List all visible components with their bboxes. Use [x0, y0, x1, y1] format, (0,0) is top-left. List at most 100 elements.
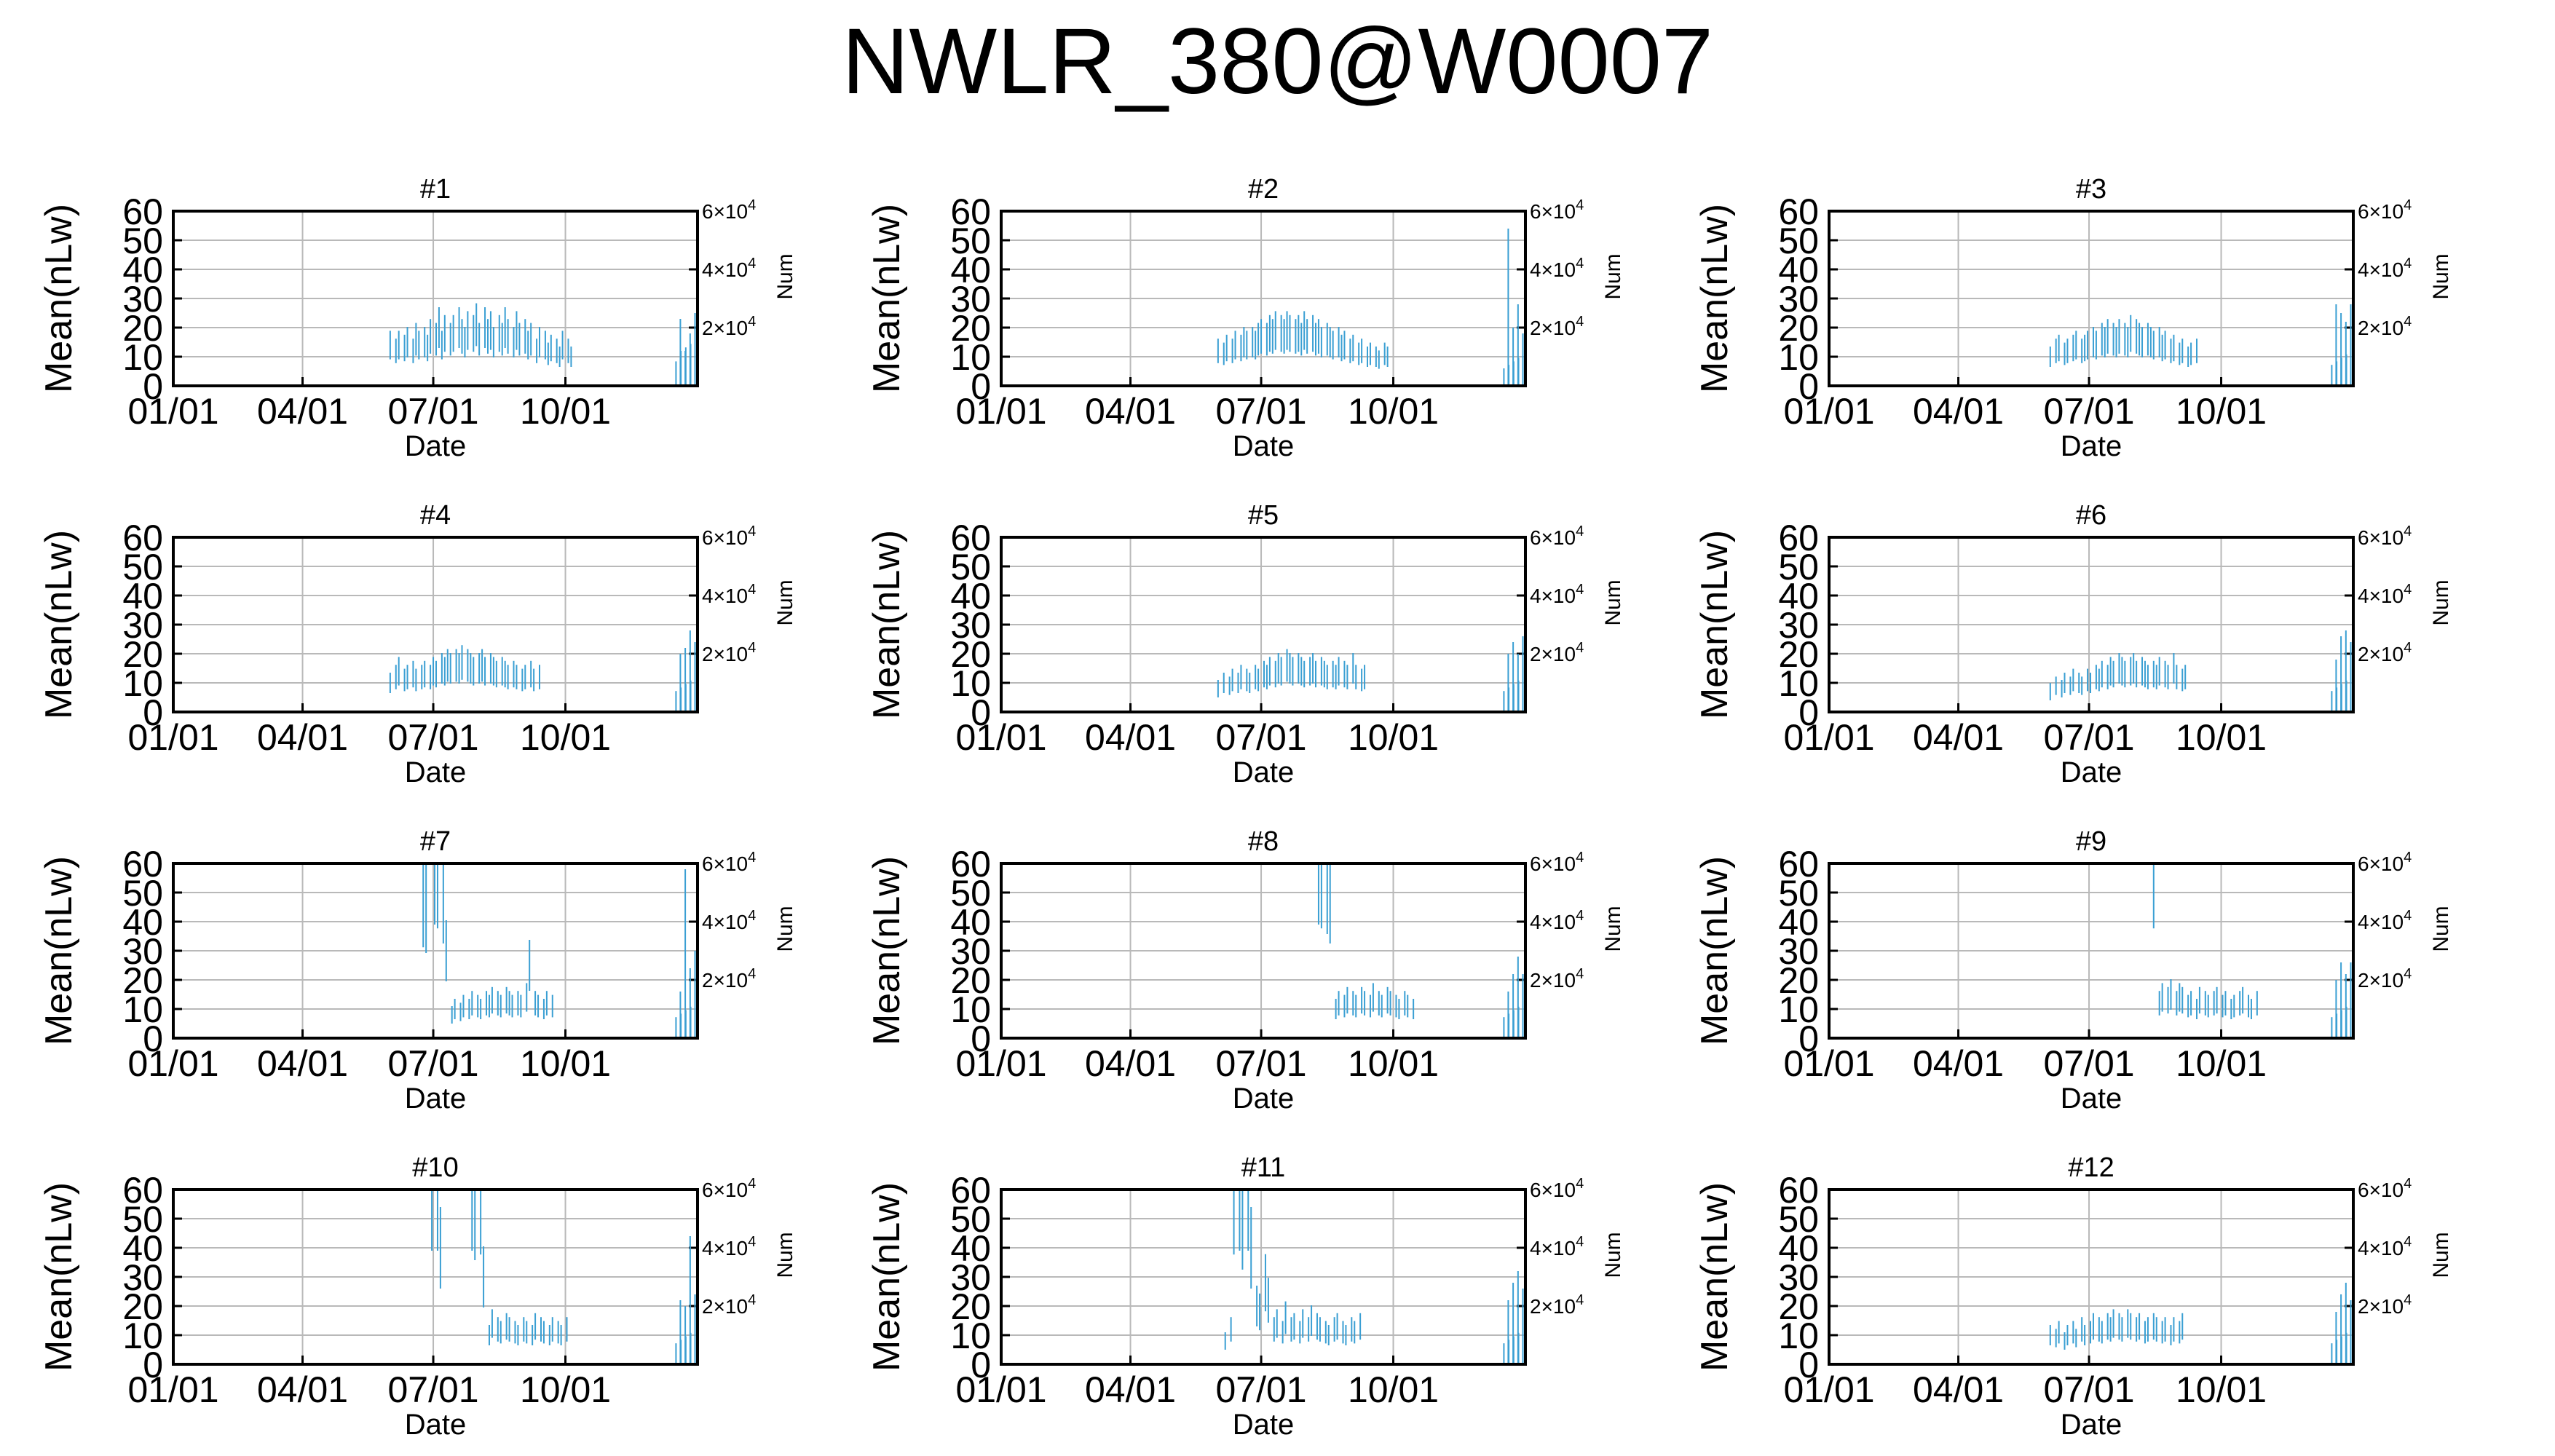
y2-tick-label: 2×104 [1530, 1292, 1584, 1318]
y-tick-label: 40 [950, 250, 991, 290]
y-tick-label: 60 [1778, 1170, 1819, 1211]
x-axis-label: Date [1233, 1409, 1295, 1441]
x-tick-label: 04/01 [1085, 1369, 1176, 1410]
y2-tick-label: 2×104 [1530, 640, 1584, 665]
subplot-title: #5 [1248, 500, 1279, 531]
y-tick-label: 10 [122, 989, 163, 1030]
plot-frame [1828, 1188, 2355, 1366]
y-tick-label: 30 [1778, 931, 1819, 972]
y-tick-label: 30 [122, 605, 163, 646]
subplot-title: #4 [420, 500, 451, 531]
y-tick-label: 60 [1778, 518, 1819, 558]
y2-tick-label: 6×104 [2358, 1176, 2412, 1201]
y-tick-label: 10 [950, 663, 991, 704]
y2-tick-label: 2×104 [702, 966, 756, 992]
x-axis-label: Date [2061, 430, 2122, 462]
y-tick-label: 10 [950, 989, 991, 1030]
x-tick-label: 04/01 [1913, 1043, 2004, 1084]
x-tick-label: 10/01 [2176, 1369, 2267, 1410]
y2-axis-label: Num [2429, 1232, 2453, 1278]
x-tick-label: 10/01 [2176, 391, 2267, 432]
y2-tick-label: 2×104 [2358, 640, 2412, 665]
x-tick-label: 01/01 [955, 1043, 1046, 1084]
y-tick-label: 30 [122, 279, 163, 320]
y-axis-label: Mean(nLw) [1694, 530, 1736, 719]
y2-tick-label: 4×104 [2358, 1234, 2412, 1259]
y-tick-label: 20 [1778, 960, 1819, 1001]
y-tick-label: 50 [122, 547, 163, 587]
x-tick-label: 10/01 [520, 1043, 611, 1084]
y2-axis-label: Num [773, 1232, 797, 1278]
y2-tick-label: 6×104 [702, 197, 756, 223]
plot-frame [1000, 1188, 1527, 1366]
y-tick-label: 20 [122, 308, 163, 349]
y-tick-label: 30 [122, 1257, 163, 1298]
plot-frame [1000, 210, 1527, 387]
y-tick-label: 10 [122, 337, 163, 378]
y-axis-label: Mean(nLw) [1694, 204, 1736, 393]
y-tick-label: 40 [122, 902, 163, 943]
y-tick-label: 40 [1778, 1228, 1819, 1269]
y-tick-label: 30 [950, 931, 991, 972]
x-axis-label: Date [405, 756, 467, 788]
subplot-title: #11 [1241, 1152, 1286, 1183]
y-axis-label: Mean(nLw) [866, 856, 908, 1045]
plot-frame [172, 536, 699, 713]
y2-axis-label: Num [1601, 253, 1625, 299]
y-tick-label: 0 [971, 1345, 991, 1385]
y2-tick-label: 2×104 [702, 1292, 756, 1318]
x-tick-label: 10/01 [1348, 391, 1439, 432]
y-tick-label: 60 [1778, 191, 1819, 232]
y-tick-label: 40 [122, 576, 163, 617]
y-tick-label: 10 [1778, 989, 1819, 1030]
x-axis-label: Date [1233, 1083, 1295, 1115]
subplot-title: #12 [2068, 1152, 2114, 1183]
y-axis-label: Mean(nLw) [38, 204, 80, 393]
y-tick-label: 50 [122, 221, 163, 261]
x-tick-label: 04/01 [1913, 391, 2004, 432]
y-tick-label: 0 [1798, 692, 1819, 733]
x-tick-label: 07/01 [1215, 717, 1306, 758]
y-tick-label: 50 [1778, 547, 1819, 587]
y-tick-label: 0 [1798, 1018, 1819, 1059]
y-tick-label: 20 [122, 960, 163, 1001]
y-tick-label: 60 [950, 844, 991, 885]
subplot-title: #2 [1248, 174, 1279, 205]
y2-tick-label: 6×104 [2358, 850, 2412, 875]
y-tick-label: 20 [950, 1286, 991, 1327]
y2-tick-label: 2×104 [2358, 1292, 2412, 1318]
y-tick-label: 0 [143, 692, 163, 733]
x-tick-label: 01/01 [955, 1369, 1046, 1410]
x-axis-label: Date [2061, 1409, 2122, 1441]
y-tick-label: 50 [950, 873, 991, 914]
y-tick-label: 30 [1778, 605, 1819, 646]
plot-frame [1828, 536, 2355, 713]
x-axis-label: Date [1233, 756, 1295, 788]
y-axis-label: Mean(nLw) [1694, 1182, 1736, 1372]
y-axis-label: Mean(nLw) [38, 1182, 80, 1372]
x-tick-label: 04/01 [1085, 717, 1176, 758]
y2-axis-label: Num [2429, 906, 2453, 951]
y-tick-label: 0 [971, 366, 991, 407]
y-tick-label: 60 [122, 518, 163, 558]
y-axis-label: Mean(nLw) [38, 530, 80, 719]
x-tick-label: 07/01 [1215, 1369, 1306, 1410]
y-tick-label: 0 [971, 692, 991, 733]
y-tick-label: 10 [1778, 337, 1819, 378]
y-tick-label: 0 [143, 1018, 163, 1059]
y2-axis-label: Num [1601, 579, 1625, 625]
x-tick-label: 07/01 [387, 391, 478, 432]
y-tick-label: 40 [950, 576, 991, 617]
y-tick-label: 50 [122, 873, 163, 914]
y-tick-label: 60 [950, 191, 991, 232]
y-tick-label: 10 [1778, 1315, 1819, 1356]
y-tick-label: 20 [950, 308, 991, 349]
y2-tick-label: 4×104 [1530, 582, 1584, 607]
x-tick-label: 01/01 [1783, 1043, 1874, 1084]
y-tick-label: 20 [122, 1286, 163, 1327]
